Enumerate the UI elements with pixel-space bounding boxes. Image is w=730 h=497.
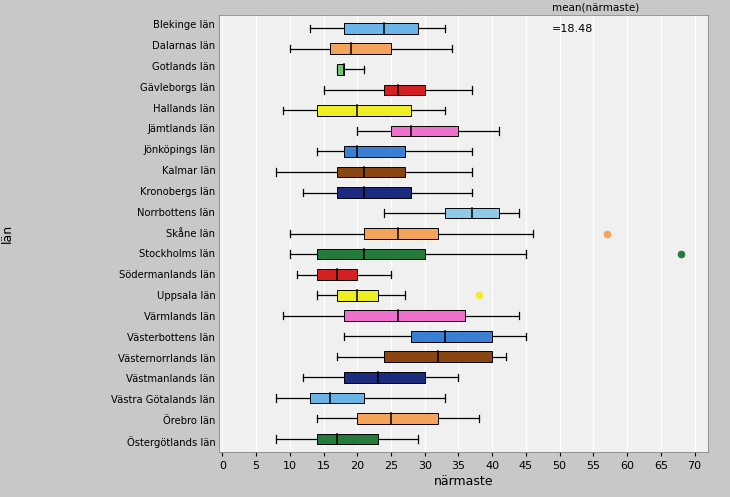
Bar (364, 228, 438, 239)
Text: Västerbottens län: Västerbottens län (128, 332, 215, 343)
Bar (344, 311, 465, 321)
Bar (411, 331, 492, 341)
Text: Jämtlands län: Jämtlands län (147, 124, 215, 135)
Text: län: län (1, 224, 14, 243)
Bar (317, 105, 411, 116)
Text: Skåne län: Skåne län (166, 229, 215, 239)
Text: Östergötlands län: Östergötlands län (126, 436, 215, 448)
Bar (384, 84, 425, 95)
Text: Dalarnas län: Dalarnas län (153, 41, 215, 51)
Text: Gotlands län: Gotlands län (153, 62, 215, 72)
Text: =18.48: =18.48 (552, 24, 593, 34)
Text: Värmlands län: Värmlands län (144, 312, 215, 322)
Text: Västmanlands län: Västmanlands län (126, 374, 215, 384)
Text: Västra Götalands län: Västra Götalands län (112, 395, 215, 405)
Text: Gävleborgs län: Gävleborgs län (140, 83, 215, 93)
Bar (344, 146, 404, 157)
Text: Västernorrlands län: Västernorrlands län (118, 353, 215, 363)
Text: mean(närmaste): mean(närmaste) (552, 2, 639, 13)
Bar (330, 43, 391, 54)
Bar (344, 23, 418, 34)
Bar (357, 413, 438, 424)
Text: Södermanlands län: Södermanlands län (119, 270, 215, 280)
Bar (317, 269, 357, 280)
Bar (337, 64, 344, 75)
Text: Kronobergs län: Kronobergs län (140, 187, 215, 197)
X-axis label: närmaste: närmaste (434, 476, 493, 489)
Text: Hallands län: Hallands län (153, 104, 215, 114)
Text: Uppsala län: Uppsala län (157, 291, 215, 301)
Text: Norrbottens län: Norrbottens län (137, 208, 215, 218)
Bar (384, 351, 492, 362)
Bar (317, 249, 425, 259)
Bar (337, 187, 411, 198)
Bar (445, 208, 499, 218)
Bar (310, 393, 364, 403)
Text: Blekinge län: Blekinge län (153, 20, 215, 30)
Bar (337, 290, 377, 301)
Text: Jönköpings län: Jönköpings län (143, 145, 215, 155)
Text: Kalmar län: Kalmar län (161, 166, 215, 176)
Text: Stockholms län: Stockholms län (139, 249, 215, 259)
Bar (344, 372, 425, 383)
Bar (391, 126, 458, 136)
Text: Örebro län: Örebro län (163, 416, 215, 426)
Bar (337, 166, 404, 177)
Bar (317, 433, 377, 444)
